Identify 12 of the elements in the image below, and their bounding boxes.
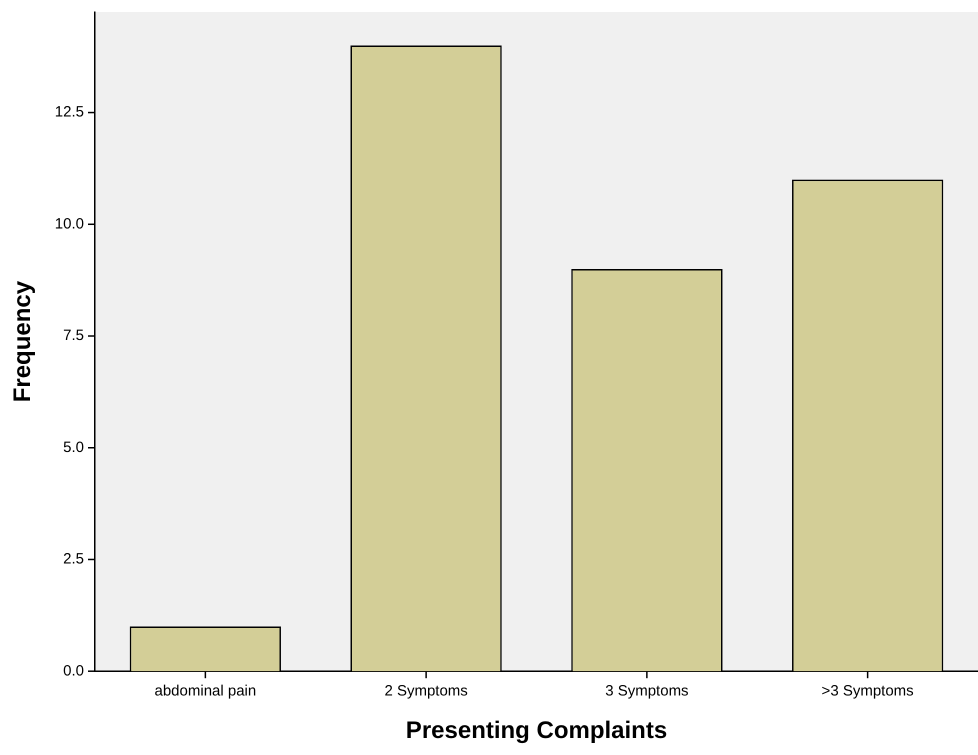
y-tick-label: 0.0 [63, 662, 84, 680]
y-tick-label: 7.5 [63, 327, 84, 344]
x-tick-label: 2 Symptoms [384, 682, 468, 700]
x-tick-label: abdominal pain [154, 682, 256, 700]
x-tick-label: 3 Symptoms [605, 682, 689, 700]
y-tick-label: 2.5 [63, 550, 84, 568]
x-tick-label: >3 Symptoms [822, 682, 914, 700]
y-tick-label: 5.0 [63, 438, 84, 456]
y-axis-title: Frequency [9, 280, 36, 402]
y-tick-label: 12.5 [54, 104, 84, 121]
x-axis-title: Presenting Complaints [406, 717, 668, 744]
y-tick-label: 10.0 [54, 215, 84, 232]
